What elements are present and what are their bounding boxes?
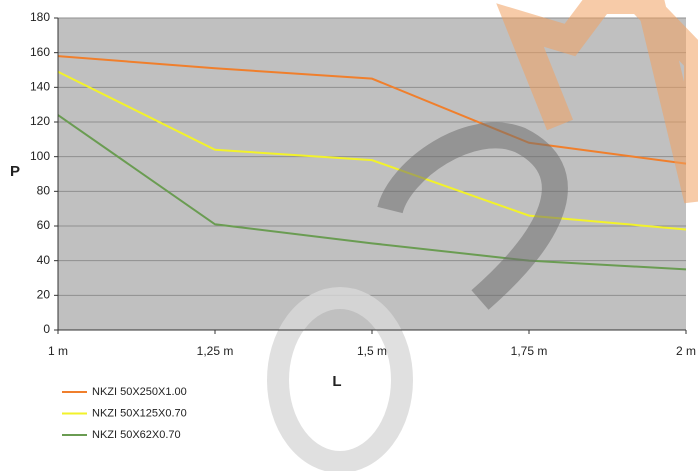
x-tick-label: 1 m [48,344,68,358]
series-line [57,70,687,231]
y-tick-label: 40 [37,253,51,267]
series-line [57,55,687,165]
plot-area [58,18,686,330]
series-line [57,114,687,271]
y-tick-label: 100 [30,149,50,163]
x-tick-label: 2 m [676,344,696,358]
x-tick-label: 1,25 m [197,344,234,358]
watermark [267,287,413,471]
y-tick-label: 80 [37,184,51,198]
y-tick-label: 160 [30,45,50,59]
y-axis-label: P [10,163,20,180]
legend-label: NKZI 50X250X1.00 [92,386,187,398]
series-lines [57,55,687,271]
y-tick-label: 0 [43,322,50,336]
y-tick-label: 60 [37,218,51,232]
y-tick-label: 140 [30,80,50,94]
watermark [496,0,698,204]
y-tick-label: 180 [30,10,50,24]
x-tick-label: 1,5 m [357,344,387,358]
x-axis-label: L [332,373,341,390]
y-tick-label: 20 [37,288,51,302]
legend-label: NKZI 50X62X0.70 [92,429,181,441]
y-tick-label: 120 [30,114,50,128]
watermark [377,122,568,310]
legend-label: NKZI 50X125X0.70 [92,407,187,419]
x-tick-label: 1,75 m [511,344,548,358]
